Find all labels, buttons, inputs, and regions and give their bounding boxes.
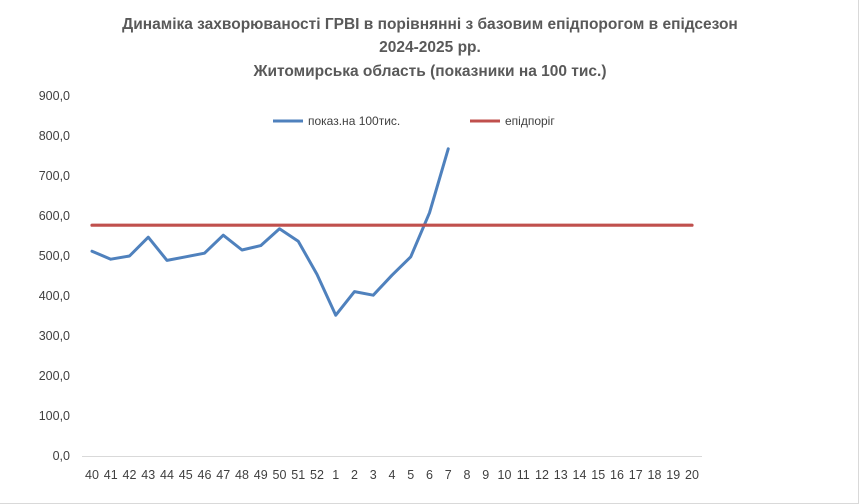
- legend: показ.на 100тис. епідпоріг: [273, 114, 555, 128]
- y-axis: 0,0 100,0 200,0 300,0 400,0 500,0 600,0 700,0 80…: [39, 89, 70, 463]
- x-tick-label: 15: [591, 468, 605, 482]
- x-tick-label: 19: [666, 468, 680, 482]
- chart-title-line-1: Динаміка захворюваності ГРВІ в порівнянн…: [122, 16, 738, 33]
- x-tick-label: 41: [104, 468, 118, 482]
- x-tick-label: 2: [351, 468, 358, 482]
- x-tick-label: 46: [198, 468, 212, 482]
- x-tick-label: 6: [426, 468, 433, 482]
- plot-area: [90, 147, 694, 317]
- x-tick-label: 14: [573, 468, 587, 482]
- legend-label-0: показ.на 100тис.: [308, 114, 400, 128]
- y-tick-label: 600,0: [39, 209, 70, 223]
- y-tick-label: 200,0: [39, 369, 70, 383]
- x-axis: 40 41 42 43 44 45 46 47 48 49 50 51 52 1 2 3 4 5 6 7 8 9 10 11 1…: [82, 456, 702, 482]
- x-tick-label: 7: [445, 468, 452, 482]
- x-tick-label: 20: [685, 468, 699, 482]
- x-tick-label: 48: [235, 468, 249, 482]
- x-tick-label: 4: [389, 468, 396, 482]
- x-tick-label: 42: [123, 468, 137, 482]
- chart-title: Динаміка захворюваності ГРВІ в порівнянн…: [122, 16, 738, 80]
- y-tick-label: 0,0: [53, 449, 70, 463]
- x-tick-label: 8: [464, 468, 471, 482]
- y-tick-label: 800,0: [39, 129, 70, 143]
- y-tick-label: 900,0: [39, 89, 70, 103]
- x-tick-label: 45: [179, 468, 193, 482]
- x-tick-label: 10: [498, 468, 512, 482]
- x-tick-label: 50: [273, 468, 287, 482]
- chart-title-line-3: Житомирська область (показники на 100 ти…: [252, 63, 606, 80]
- x-tick-label: 3: [370, 468, 377, 482]
- x-tick-label: 12: [535, 468, 549, 482]
- x-tick-label: 52: [310, 468, 324, 482]
- chart-title-line-2: 2024-2025 рр.: [379, 39, 481, 56]
- x-tick-label: 9: [482, 468, 489, 482]
- y-tick-label: 300,0: [39, 329, 70, 343]
- series-line-0: [90, 147, 450, 317]
- x-tick-label: 51: [291, 468, 305, 482]
- x-tick-label: 13: [554, 468, 568, 482]
- y-tick-label: 100,0: [39, 409, 70, 423]
- x-tick-label: 18: [648, 468, 662, 482]
- y-tick-label: 400,0: [39, 289, 70, 303]
- x-tick-label: 44: [160, 468, 174, 482]
- x-tick-label: 5: [407, 468, 414, 482]
- x-tick-label: 49: [254, 468, 268, 482]
- x-tick-label: 11: [517, 468, 530, 482]
- y-tick-label: 500,0: [39, 249, 70, 263]
- x-tick-label: 43: [141, 468, 155, 482]
- y-tick-label: 700,0: [39, 169, 70, 183]
- x-tick-label: 47: [216, 468, 230, 482]
- x-tick-label: 40: [85, 468, 99, 482]
- x-tick-label: 1: [332, 468, 339, 482]
- legend-label-1: епідпоріг: [505, 114, 555, 128]
- x-tick-label: 16: [610, 468, 624, 482]
- x-tick-label: 17: [629, 468, 643, 482]
